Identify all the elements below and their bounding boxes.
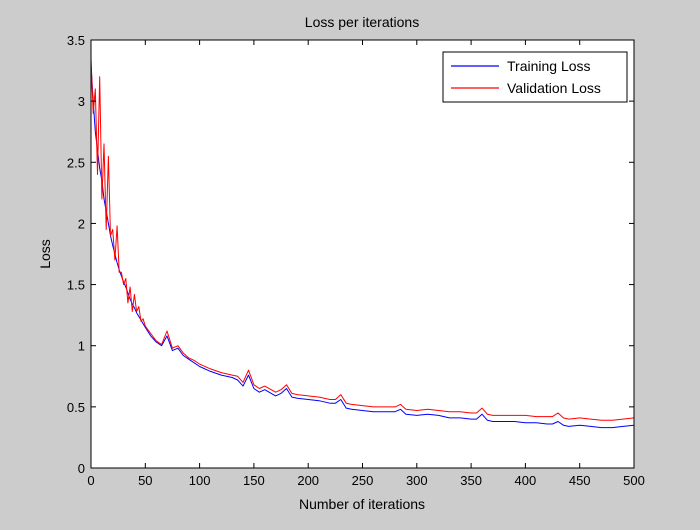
y-tick-label: 0.5 [67,400,85,415]
x-tick-label: 0 [87,473,94,488]
series-line-validation-loss [90,58,635,421]
x-tick-label: 450 [569,473,591,488]
legend-box [442,51,628,103]
y-tick-label: 2 [78,216,85,231]
ticks-layer: 0 50 100 150 200 250 300 350 400 450 500 0 0.5 1 1.5 2 2… [67,33,645,488]
x-tick-label: 250 [352,473,374,488]
x-tick-label: 100 [189,473,211,488]
legend-label-validation: Validation Loss [507,80,601,96]
chart-title: Loss per iterations [305,14,419,30]
legend: Training Loss Validation Loss [442,51,628,103]
y-tick-label: 2.5 [67,155,85,170]
y-tick-label: 3.5 [67,33,85,48]
x-tick-label: 150 [243,473,265,488]
y-tick-label: 0 [78,461,85,476]
x-tick-label: 500 [623,473,645,488]
x-tick-label: 50 [138,473,152,488]
series-layer [90,58,635,429]
plot-area [91,40,634,468]
x-tick-label: 300 [406,473,428,488]
x-tick-label: 200 [297,473,319,488]
x-axis-label: Number of iterations [299,496,425,512]
y-tick-label: 1 [78,339,85,354]
legend-label-training: Training Loss [507,58,591,74]
y-tick-label: 1.5 [67,278,85,293]
x-tick-label: 400 [515,473,537,488]
x-tick-label: 350 [460,473,482,488]
y-tick-label: 3 [78,94,85,109]
y-axis-label: Loss [37,239,53,269]
